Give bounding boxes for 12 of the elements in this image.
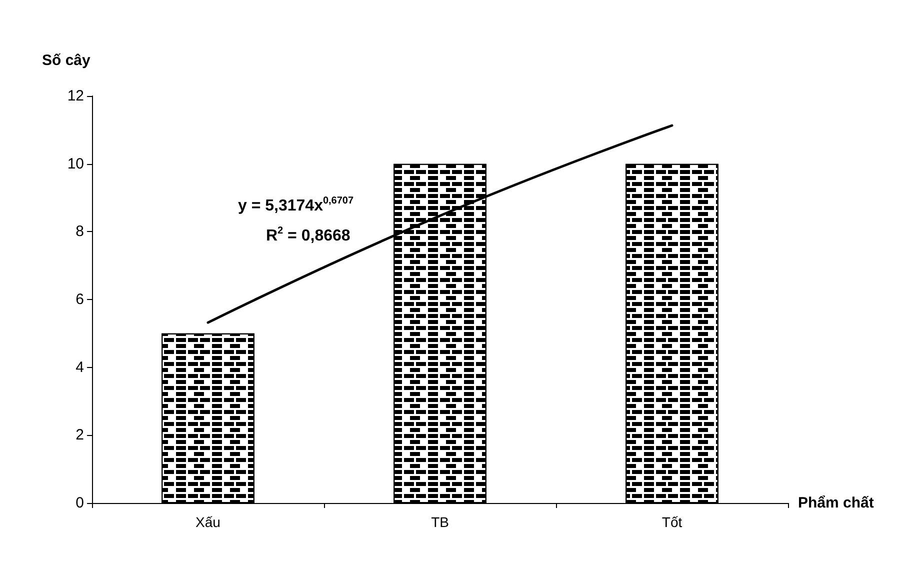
y-tick-label: 6 [76,291,84,308]
y-tick-label: 10 [67,155,84,172]
y-tick-label: 8 [76,223,84,240]
y-tick-label: 2 [76,426,84,444]
x-tick-label: Xấu [196,514,220,530]
y-tick-label: 12 [67,88,84,104]
y-tick-label: 0 [76,494,84,512]
y-tick-label: 4 [76,358,84,376]
x-axis-title: Phẩm chất [798,494,874,512]
x-tick-label: TB [431,514,449,530]
x-tick-label: Tốt [662,514,682,530]
y-axis-title: Số cây [42,52,92,69]
